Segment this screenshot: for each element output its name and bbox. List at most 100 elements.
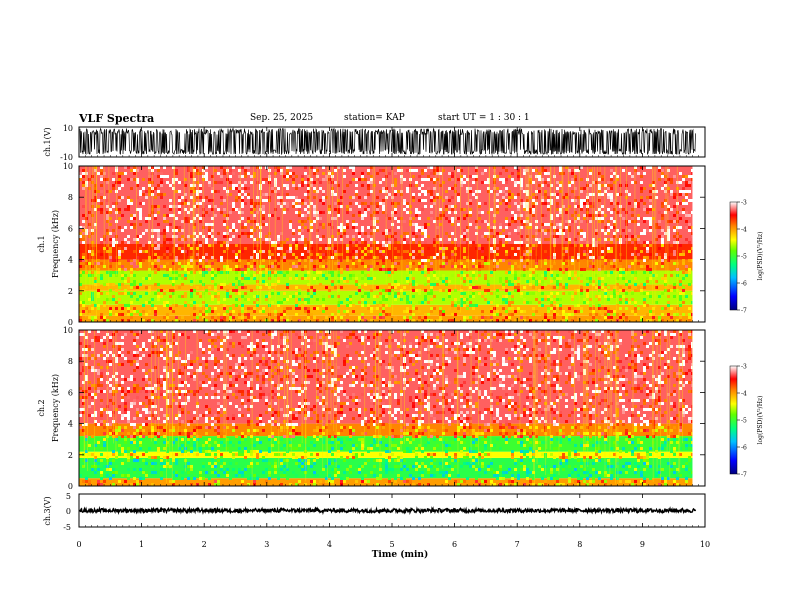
spectrogram-cell <box>616 229 619 232</box>
spectrogram-cell <box>610 211 613 214</box>
spectrogram-cell <box>202 313 205 316</box>
spectrogram-cell <box>256 271 259 274</box>
spectrogram-cell <box>355 223 358 226</box>
spectrogram-cell <box>229 342 232 345</box>
spectrogram-streak <box>260 166 262 305</box>
spectrogram-cell <box>352 369 355 372</box>
spectrogram-cell <box>619 265 622 268</box>
spectrogram-cell <box>622 366 625 369</box>
spectrogram-cell <box>211 187 214 190</box>
spectrogram-cell <box>193 360 196 363</box>
spectrogram-cell <box>304 166 307 169</box>
spectrogram-cell <box>511 307 514 310</box>
spectrogram-cell <box>517 205 520 208</box>
spectrogram-cell <box>457 169 460 172</box>
spectrogram-cell <box>103 250 106 253</box>
spectrogram-cell <box>400 199 403 202</box>
spectrogram-cell <box>418 217 421 220</box>
spectrogram-cell <box>394 211 397 214</box>
spectrogram-cell <box>466 202 469 205</box>
spectrogram-cell <box>337 184 340 187</box>
spectrogram-cell <box>502 196 505 199</box>
spectrogram-cell <box>649 184 652 187</box>
spectrogram-cell <box>514 286 517 289</box>
spectrogram-cell <box>136 268 139 271</box>
spectrogram-cell <box>244 357 247 360</box>
spectrogram-cell <box>175 319 178 322</box>
spectrogram-cell <box>409 223 412 226</box>
spectrogram-cell <box>337 199 340 202</box>
spectrogram-cell <box>130 199 133 202</box>
spectrogram-cell <box>661 313 664 316</box>
spectrogram-cell <box>334 250 337 253</box>
spectrogram-cell <box>508 336 511 339</box>
spectrogram-cell <box>610 319 613 322</box>
spectrogram-cell <box>118 175 121 178</box>
spectrogram-cell <box>262 280 265 283</box>
spectrogram-cell <box>205 241 208 244</box>
spectrogram-cell <box>337 181 340 184</box>
spectrogram-cell <box>259 196 262 199</box>
spectrogram-cell <box>250 274 253 277</box>
spectrogram-cell <box>130 310 133 313</box>
spectrogram-cell <box>307 313 310 316</box>
spectrogram-cell <box>670 333 673 336</box>
spectrogram-cell <box>376 286 379 289</box>
spectrogram-cell <box>121 250 124 253</box>
spectrogram-cell <box>649 310 652 313</box>
spectrogram-cell <box>634 205 637 208</box>
spectrogram-cell <box>484 181 487 184</box>
spectrogram-cell <box>136 181 139 184</box>
spectrogram-cell <box>259 223 262 226</box>
spectrogram-cell <box>520 295 523 298</box>
spectrogram-cell <box>688 241 691 244</box>
spectrogram-cell <box>292 262 295 265</box>
spectrogram-cell <box>502 166 505 169</box>
spectrogram-cell <box>616 259 619 262</box>
spectrogram-cell <box>112 202 115 205</box>
spectrogram-cell <box>421 336 424 339</box>
spectrogram-cell <box>538 178 541 181</box>
spectrogram-cell <box>577 253 580 256</box>
spectrogram-cell <box>172 181 175 184</box>
spectrogram-cell <box>580 271 583 274</box>
spectrogram-cell <box>688 229 691 232</box>
spectrogram-cell <box>556 298 559 301</box>
spectrogram-cell <box>151 342 154 345</box>
spectrogram-cell <box>364 307 367 310</box>
spectrogram-cell <box>226 330 229 333</box>
spectrogram-cell <box>598 199 601 202</box>
spectrogram-cell <box>439 208 442 211</box>
spectrogram-cell <box>220 211 223 214</box>
spectrogram-cell <box>577 205 580 208</box>
spectrogram-cell <box>544 283 547 286</box>
spectrogram-cell <box>571 354 574 357</box>
spectrogram-cell <box>151 205 154 208</box>
spectrogram-cell <box>595 319 598 322</box>
spectrogram-cell <box>277 319 280 322</box>
spectrogram-cell <box>562 286 565 289</box>
spectrogram-cell <box>334 208 337 211</box>
spectrogram-cell <box>88 235 91 238</box>
spectrogram-cell <box>481 265 484 268</box>
spectrogram-cell <box>547 199 550 202</box>
spectrogram-cell <box>241 202 244 205</box>
spectrogram-cell <box>334 253 337 256</box>
ch1-colorbar-gradient <box>729 201 738 311</box>
spectrogram-cell <box>523 286 526 289</box>
spectrogram-cell <box>391 202 394 205</box>
spectrogram-cell <box>424 316 427 319</box>
spectrogram-cell <box>109 262 112 265</box>
spectrogram-cell <box>154 313 157 316</box>
spectrogram-cell <box>379 342 382 345</box>
spectrogram-cell <box>244 319 247 322</box>
spectrogram-cell <box>640 166 643 169</box>
spectrogram-cell <box>451 253 454 256</box>
spectrogram-cell <box>286 250 289 253</box>
spectrogram-cell <box>397 357 400 360</box>
spectrogram-cell <box>598 313 601 316</box>
spectrogram-cell <box>586 193 589 196</box>
spectrogram-cell <box>466 274 469 277</box>
spectrogram-cell <box>265 369 268 372</box>
spectrogram-cell <box>649 196 652 199</box>
